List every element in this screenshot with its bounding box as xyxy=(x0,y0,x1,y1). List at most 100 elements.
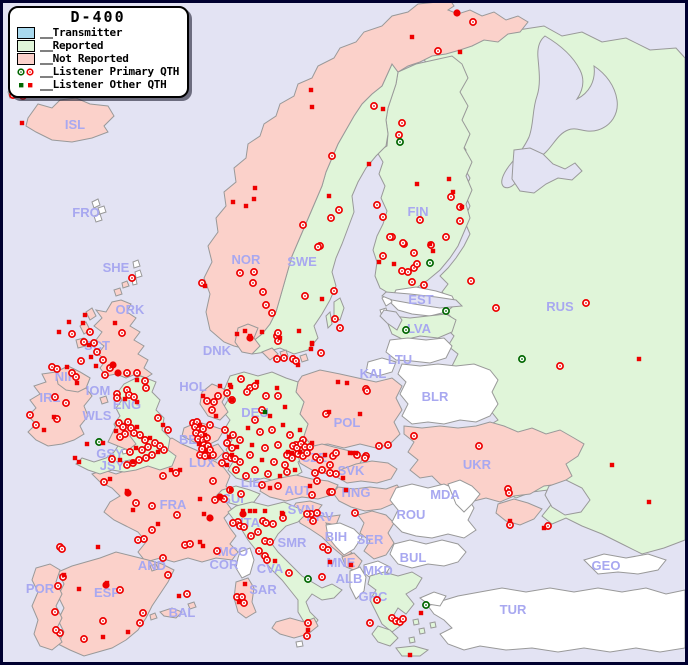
listener-marker xyxy=(409,34,415,40)
listener-marker xyxy=(305,627,311,633)
region-FRO2 xyxy=(97,205,107,215)
listener-marker xyxy=(420,281,428,289)
region-AEG3 xyxy=(408,636,416,644)
listener-marker xyxy=(54,582,62,590)
listener-marker xyxy=(326,469,334,477)
listener-marker xyxy=(379,213,387,221)
listener-marker xyxy=(311,469,319,477)
listener-marker xyxy=(221,426,229,434)
listener-marker xyxy=(343,487,349,493)
listener-marker xyxy=(442,307,450,315)
region-ORK1 xyxy=(113,287,123,297)
listener-marker xyxy=(208,406,216,414)
listener-marker xyxy=(202,283,208,289)
country-label-SAR: SAR xyxy=(249,582,277,597)
listener-marker xyxy=(135,456,143,464)
listener-marker xyxy=(223,389,231,397)
listener-marker xyxy=(206,421,214,429)
listener-marker xyxy=(259,288,267,296)
region-POR xyxy=(31,563,63,651)
country-label-ISL: ISL xyxy=(65,117,85,132)
listener-marker xyxy=(408,278,416,286)
region-SVK xyxy=(336,460,398,484)
listener-marker xyxy=(32,421,40,429)
listener-marker xyxy=(318,466,326,474)
listener-marker-cluster xyxy=(109,361,117,369)
listener-marker xyxy=(370,102,378,110)
listener-marker xyxy=(201,511,207,517)
listener-marker xyxy=(203,397,211,405)
legend-rows: __Transmitter __Reported __Not Reported __L… xyxy=(17,26,179,91)
listener-marker-cluster xyxy=(114,369,122,377)
listener-marker xyxy=(159,554,167,562)
listener-marker xyxy=(366,161,372,167)
region-TUR xyxy=(427,587,686,653)
listener-marker-cluster xyxy=(102,581,110,589)
listener-marker xyxy=(283,468,291,476)
listener-marker xyxy=(236,269,244,277)
listener-marker xyxy=(126,448,134,456)
listener-marker xyxy=(249,279,257,287)
listener-marker xyxy=(361,454,369,462)
country-label-HOL: HOL xyxy=(179,379,207,394)
listener-marker xyxy=(297,427,303,433)
listener-marker xyxy=(251,466,259,474)
listener-marker xyxy=(518,355,526,363)
listener-marker xyxy=(274,329,282,337)
listener-marker xyxy=(76,459,82,465)
listener-marker xyxy=(125,629,131,635)
listener-marker xyxy=(134,424,140,430)
listener-marker xyxy=(226,434,232,440)
listener-marker xyxy=(373,201,381,209)
country-label-FRO: FRO xyxy=(72,205,99,220)
listener-marker xyxy=(269,520,277,528)
listener-marker xyxy=(426,259,434,267)
listener-marker xyxy=(541,525,547,531)
listener-marker xyxy=(335,206,343,214)
listener-marker xyxy=(332,449,340,457)
listener-marker xyxy=(80,338,88,346)
listener-marker xyxy=(353,450,359,456)
legend-swatch-reported xyxy=(17,39,35,52)
listener-marker xyxy=(90,339,98,347)
listener-marker xyxy=(407,652,413,658)
listener-marker-cluster xyxy=(206,514,214,522)
listener-marker xyxy=(414,181,420,187)
country-label-RUS: RUS xyxy=(546,299,574,314)
listener-marker xyxy=(101,371,109,379)
country-label-MKD: MKD xyxy=(363,563,393,578)
sea-patch-4 xyxy=(379,309,403,331)
country-label-ORK: ORK xyxy=(116,302,146,317)
country-label-FIN: FIN xyxy=(408,204,429,219)
listener-marker xyxy=(84,441,90,447)
listener-marker xyxy=(80,635,88,643)
listener-marker xyxy=(309,440,315,446)
listener-marker xyxy=(274,482,282,490)
listener-marker xyxy=(256,428,264,436)
listener-marker xyxy=(168,467,174,473)
listener-marker xyxy=(134,536,142,544)
legend-primary-qth-icon xyxy=(17,67,35,77)
listener-marker xyxy=(234,331,240,337)
listener-marker xyxy=(133,445,139,451)
listener-marker xyxy=(154,414,162,422)
region-SHE1 xyxy=(132,259,141,269)
listener-marker xyxy=(332,470,340,478)
sea-patch-3 xyxy=(381,291,464,309)
listener-marker xyxy=(379,252,387,260)
listener-marker xyxy=(155,449,161,455)
listener-marker xyxy=(246,451,254,459)
listener-marker xyxy=(296,328,302,334)
legend-item: __Not Reported xyxy=(17,52,179,65)
listener-marker xyxy=(53,365,61,373)
listener-marker xyxy=(247,508,253,514)
listener-marker xyxy=(309,517,317,525)
listener-marker xyxy=(251,382,259,390)
listener-marker xyxy=(266,538,274,546)
region-BORN xyxy=(299,353,309,363)
listener-marker xyxy=(375,442,383,450)
listener-marker xyxy=(164,571,172,579)
listener-marker xyxy=(139,609,147,617)
listener-marker xyxy=(136,619,144,627)
listener-marker xyxy=(142,454,150,462)
